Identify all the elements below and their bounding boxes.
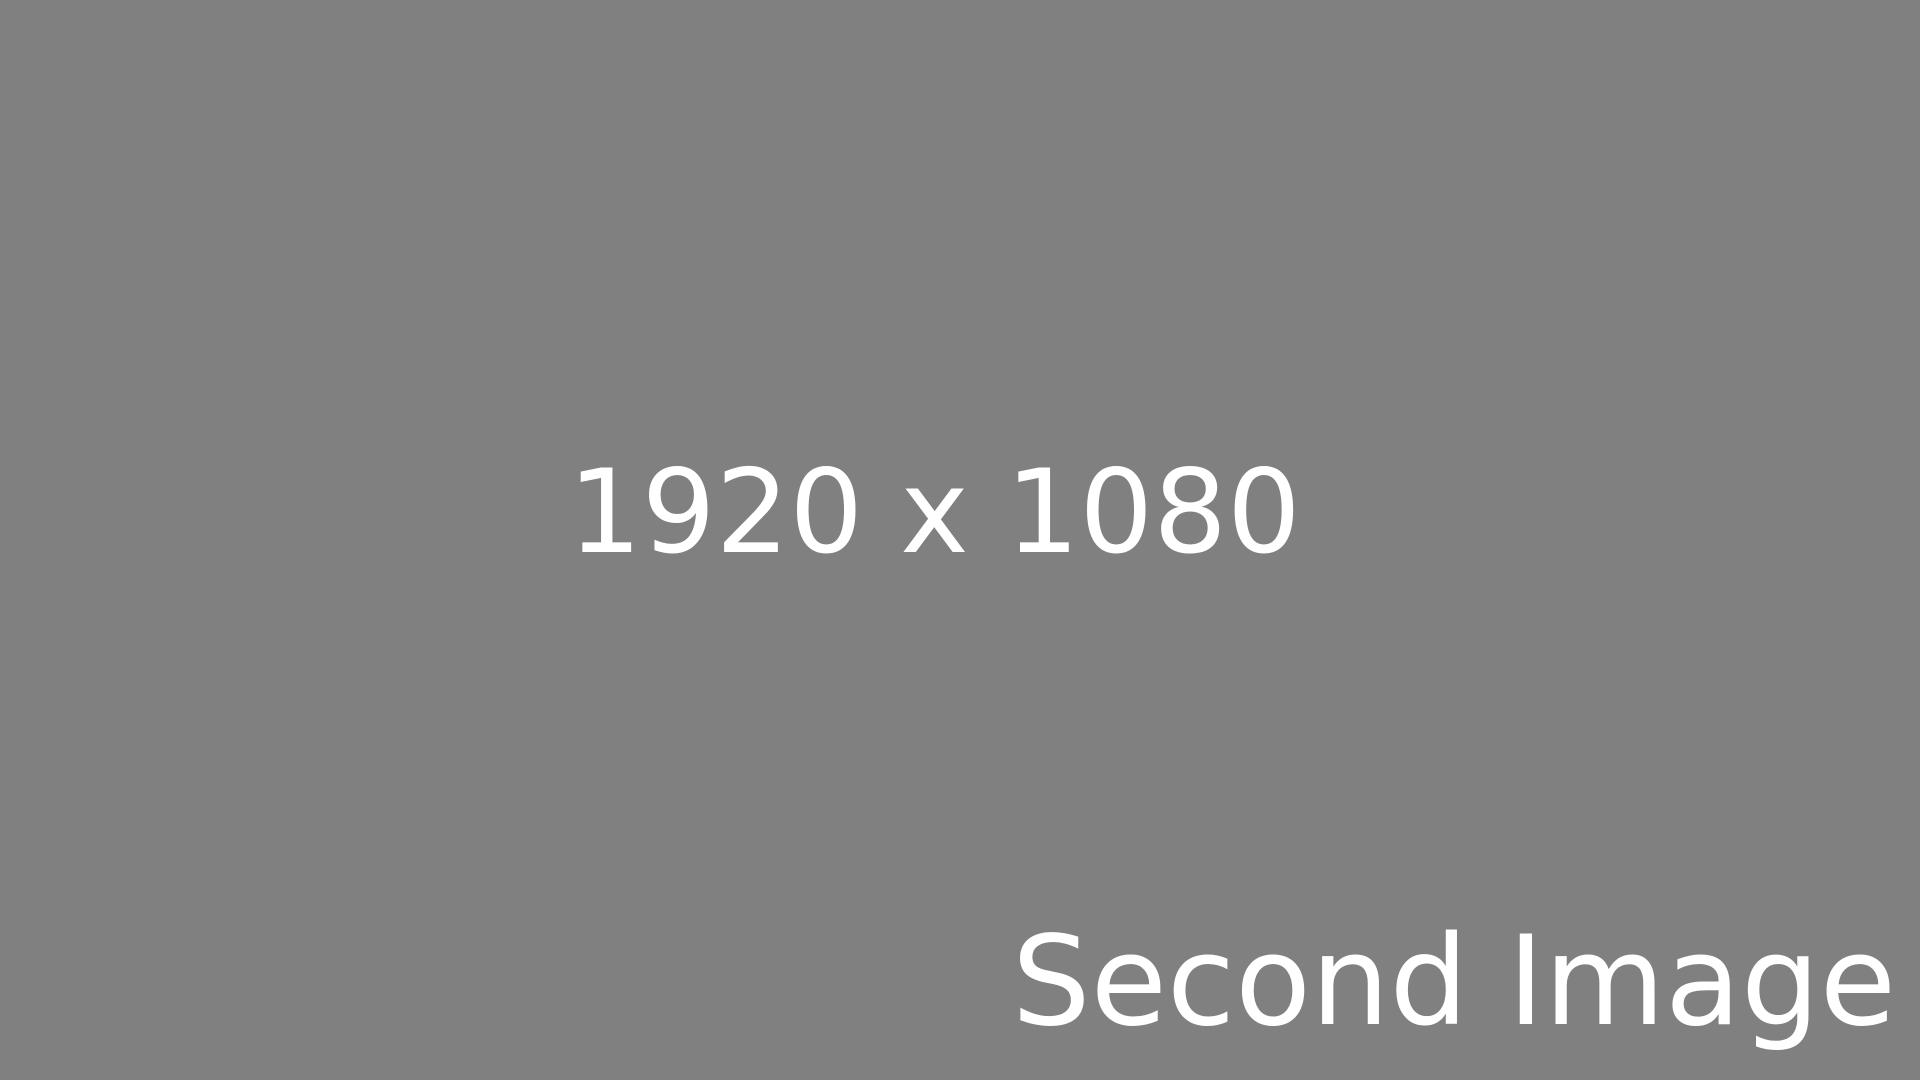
dimensions-label: 1920 x 1080 bbox=[568, 445, 1301, 580]
image-caption: Second Image bbox=[1011, 910, 1896, 1054]
